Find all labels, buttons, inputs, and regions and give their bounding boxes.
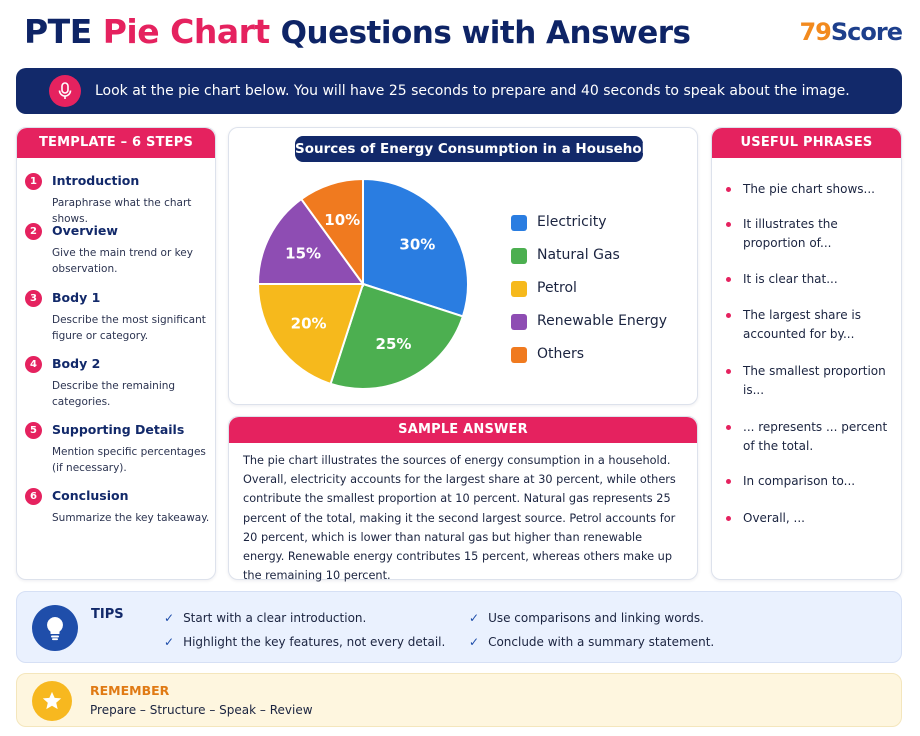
step-description: Mention specific percentages (if necessa… <box>52 446 206 474</box>
step-number-badge: 3 <box>25 290 42 307</box>
step-description: Give the main trend or key observation. <box>52 247 193 275</box>
tip-text: Highlight the key features, not every de… <box>183 635 446 649</box>
pie-slice <box>256 197 365 285</box>
bullet-icon <box>726 369 731 374</box>
step-description: Summarize the key takeaway. <box>52 512 210 524</box>
phrase-text: It illustrates the proportion of... <box>743 217 838 250</box>
step-description: Paraphrase what the chart shows. <box>52 197 192 225</box>
microphone-icon <box>49 75 81 107</box>
bullet-icon <box>726 516 731 521</box>
phrases-heading: USEFUL PHRASES <box>712 128 901 158</box>
remember-text: Prepare – Structure – Speak – Review <box>90 703 313 717</box>
pie-slice <box>362 177 469 318</box>
instruction-banner: Look at the pie chart below. You will ha… <box>16 68 902 114</box>
check-icon: ✓ <box>469 611 480 625</box>
tip-text: Use comparisons and linking words. <box>488 611 704 625</box>
chart-card: Sources of Energy Consumption in a House… <box>228 127 698 405</box>
pie-slice-label: 25% <box>376 335 412 353</box>
template-card: TEMPLATE – 6 STEPS 1 Introduction Paraphra… <box>16 127 216 580</box>
legend-swatch <box>511 215 527 231</box>
instruction-text: Look at the pie chart below. You will ha… <box>95 83 850 99</box>
phrase-text: The pie chart shows... <box>743 182 875 196</box>
tip-item: ✓ Conclude with a summary statement. <box>469 635 714 649</box>
legend-label: Petrol <box>537 280 577 296</box>
chart-title: Sources of Energy Consumption in a House… <box>295 136 656 162</box>
pie-slice-label: 30% <box>399 236 435 254</box>
tip-item: ✓ Highlight the key features, not every d… <box>164 635 445 649</box>
check-icon: ✓ <box>469 635 480 649</box>
tips-panel: TIPS ✓ Start with a clear introduction. ✓… <box>16 591 902 663</box>
title-pie-chart: Pie Chart <box>102 12 270 51</box>
phrase-text: The smallest proportion is... <box>743 364 886 397</box>
step-number-badge: 2 <box>25 223 42 240</box>
check-icon: ✓ <box>164 635 175 649</box>
phrase-text: ... represents ... percent of the total. <box>743 420 888 453</box>
pie-slice <box>329 282 465 390</box>
bullet-icon <box>726 479 731 484</box>
step-number-badge: 5 <box>25 422 42 439</box>
tip-item: ✓ Start with a clear introduction. <box>164 611 366 625</box>
phrase-text: In comparison to... <box>743 474 856 488</box>
tips-label: TIPS <box>91 607 124 622</box>
sample-answer-text: The pie chart illustrates the sources of… <box>243 454 676 583</box>
sample-answer-card: SAMPLE ANSWER The pie chart illustrates … <box>228 416 698 582</box>
bullet-icon <box>726 277 731 282</box>
check-icon: ✓ <box>164 611 175 625</box>
step-description: Describe the most significant figure or … <box>52 314 206 342</box>
title-questions: Questions with Answers <box>280 15 691 51</box>
logo-number: 79 <box>799 18 831 46</box>
step-title: Overview <box>52 223 118 238</box>
step-title: Introduction <box>52 173 140 188</box>
remember-label: REMEMBER <box>90 683 170 698</box>
tip-text: Start with a clear introduction. <box>183 611 367 625</box>
pie-chart: 30% 25% 20% 15%10% <box>256 177 469 390</box>
phrase-text: The largest share is accounted for by... <box>743 308 861 341</box>
sample-answer-heading: SAMPLE ANSWER <box>229 417 697 443</box>
bullet-icon <box>726 313 731 318</box>
bullet-icon <box>726 425 731 430</box>
bullet-icon <box>726 222 731 227</box>
remember-panel: REMEMBER Prepare – Structure – Speak – R… <box>16 673 902 727</box>
phrase-text: It is clear that... <box>743 272 838 286</box>
legend-swatch <box>511 248 527 264</box>
legend-swatch <box>511 314 527 330</box>
pie-slice-label: 20% <box>291 314 327 332</box>
step-number-badge: 4 <box>25 356 42 373</box>
step-title: Body 2 <box>52 356 101 371</box>
pie-slice-label: 10% <box>324 211 360 229</box>
step-number-badge: 6 <box>25 488 42 505</box>
title-pte: PTE <box>24 12 92 51</box>
page-title: PTE Pie Chart Questions with Answers <box>24 12 691 51</box>
legend-label: Natural Gas <box>537 247 620 263</box>
star-icon <box>32 681 72 721</box>
logo-word: Score <box>830 18 903 46</box>
step-title: Supporting Details <box>52 422 185 437</box>
tip-text: Conclude with a summary statement. <box>488 635 715 649</box>
pie-slice <box>256 283 365 386</box>
legend-label: Electricity <box>537 214 607 230</box>
brand-logo: 79Score <box>799 18 903 46</box>
phrases-card: USEFUL PHRASES The pie chart shows... It … <box>711 127 902 580</box>
tip-item: ✓ Use comparisons and linking words. <box>469 611 704 625</box>
legend-swatch <box>511 347 527 363</box>
legend-label: Others <box>537 346 585 362</box>
legend-swatch <box>511 281 527 297</box>
pie-slice-label: 15% <box>285 244 321 262</box>
step-title: Body 1 <box>52 290 101 305</box>
step-description: Describe the remaining categories. <box>52 380 176 408</box>
bullet-icon <box>726 187 731 192</box>
legend-label: Renewable Energy <box>537 313 668 329</box>
pie-slice <box>299 177 364 288</box>
step-title: Conclusion <box>52 488 129 503</box>
template-heading: TEMPLATE – 6 STEPS <box>17 128 215 158</box>
step-number-badge: 1 <box>25 173 42 190</box>
phrase-text: Overall, ... <box>743 511 805 525</box>
lightbulb-icon <box>32 605 78 651</box>
